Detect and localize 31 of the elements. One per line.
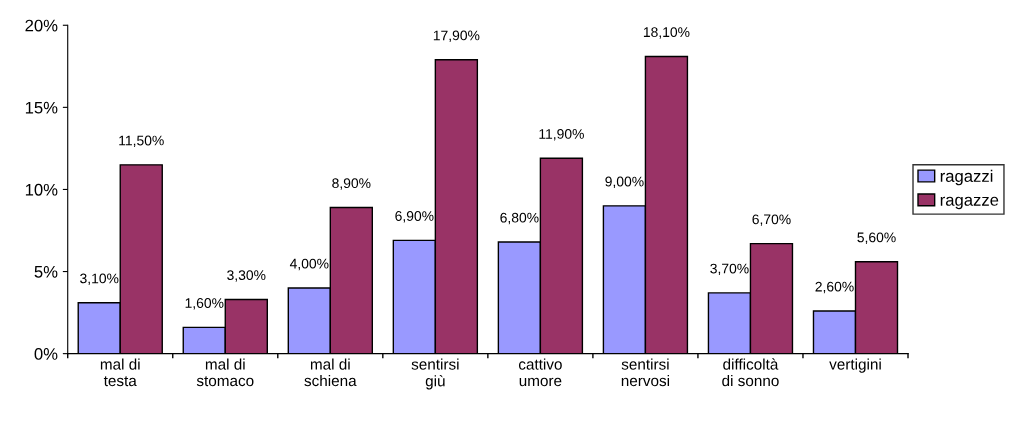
y-tick-label: 5%	[34, 266, 58, 278]
x-tick-label: mal di testa	[100, 358, 140, 387]
data-label: 3,30%	[227, 270, 266, 282]
data-label: 11,90%	[539, 129, 584, 141]
legend-label: ragazzi	[940, 169, 993, 186]
data-label: 8,90%	[332, 178, 371, 190]
x-tick-label: difficoltà di sonno	[722, 358, 779, 387]
data-label: 6,90%	[395, 211, 434, 223]
data-label: 3,70%	[710, 263, 749, 276]
x-tick-label: mal di stomaco	[196, 358, 254, 387]
x-tick-label: mal di schiena	[304, 358, 357, 387]
x-tick-label: sentirsi giù	[411, 358, 459, 390]
data-label: 9,00%	[605, 176, 644, 189]
data-label: 2,60%	[815, 281, 854, 294]
legend-label: ragazze	[940, 196, 999, 210]
y-tick-label: 20%	[25, 19, 58, 32]
data-label: 1,60%	[185, 298, 224, 310]
y-tick-label: 0%	[34, 348, 58, 360]
data-label: 5,60%	[857, 232, 896, 244]
data-label: 18,10%	[643, 27, 690, 39]
x-tick-label: vertigini	[829, 358, 881, 373]
data-label: 6,80%	[500, 212, 539, 225]
y-tick-label: 10%	[25, 183, 58, 196]
y-tick-label: 15%	[25, 101, 58, 114]
data-label: 17,90%	[433, 30, 480, 42]
x-tick-label: cattivo umore	[518, 358, 562, 387]
data-label: 6,70%	[752, 214, 791, 226]
data-label: 4,00%	[289, 258, 329, 271]
x-tick-label: sentirsi nervosi	[621, 358, 670, 387]
data-label: 11,50%	[119, 135, 164, 148]
data-label: 3,10%	[80, 273, 119, 285]
